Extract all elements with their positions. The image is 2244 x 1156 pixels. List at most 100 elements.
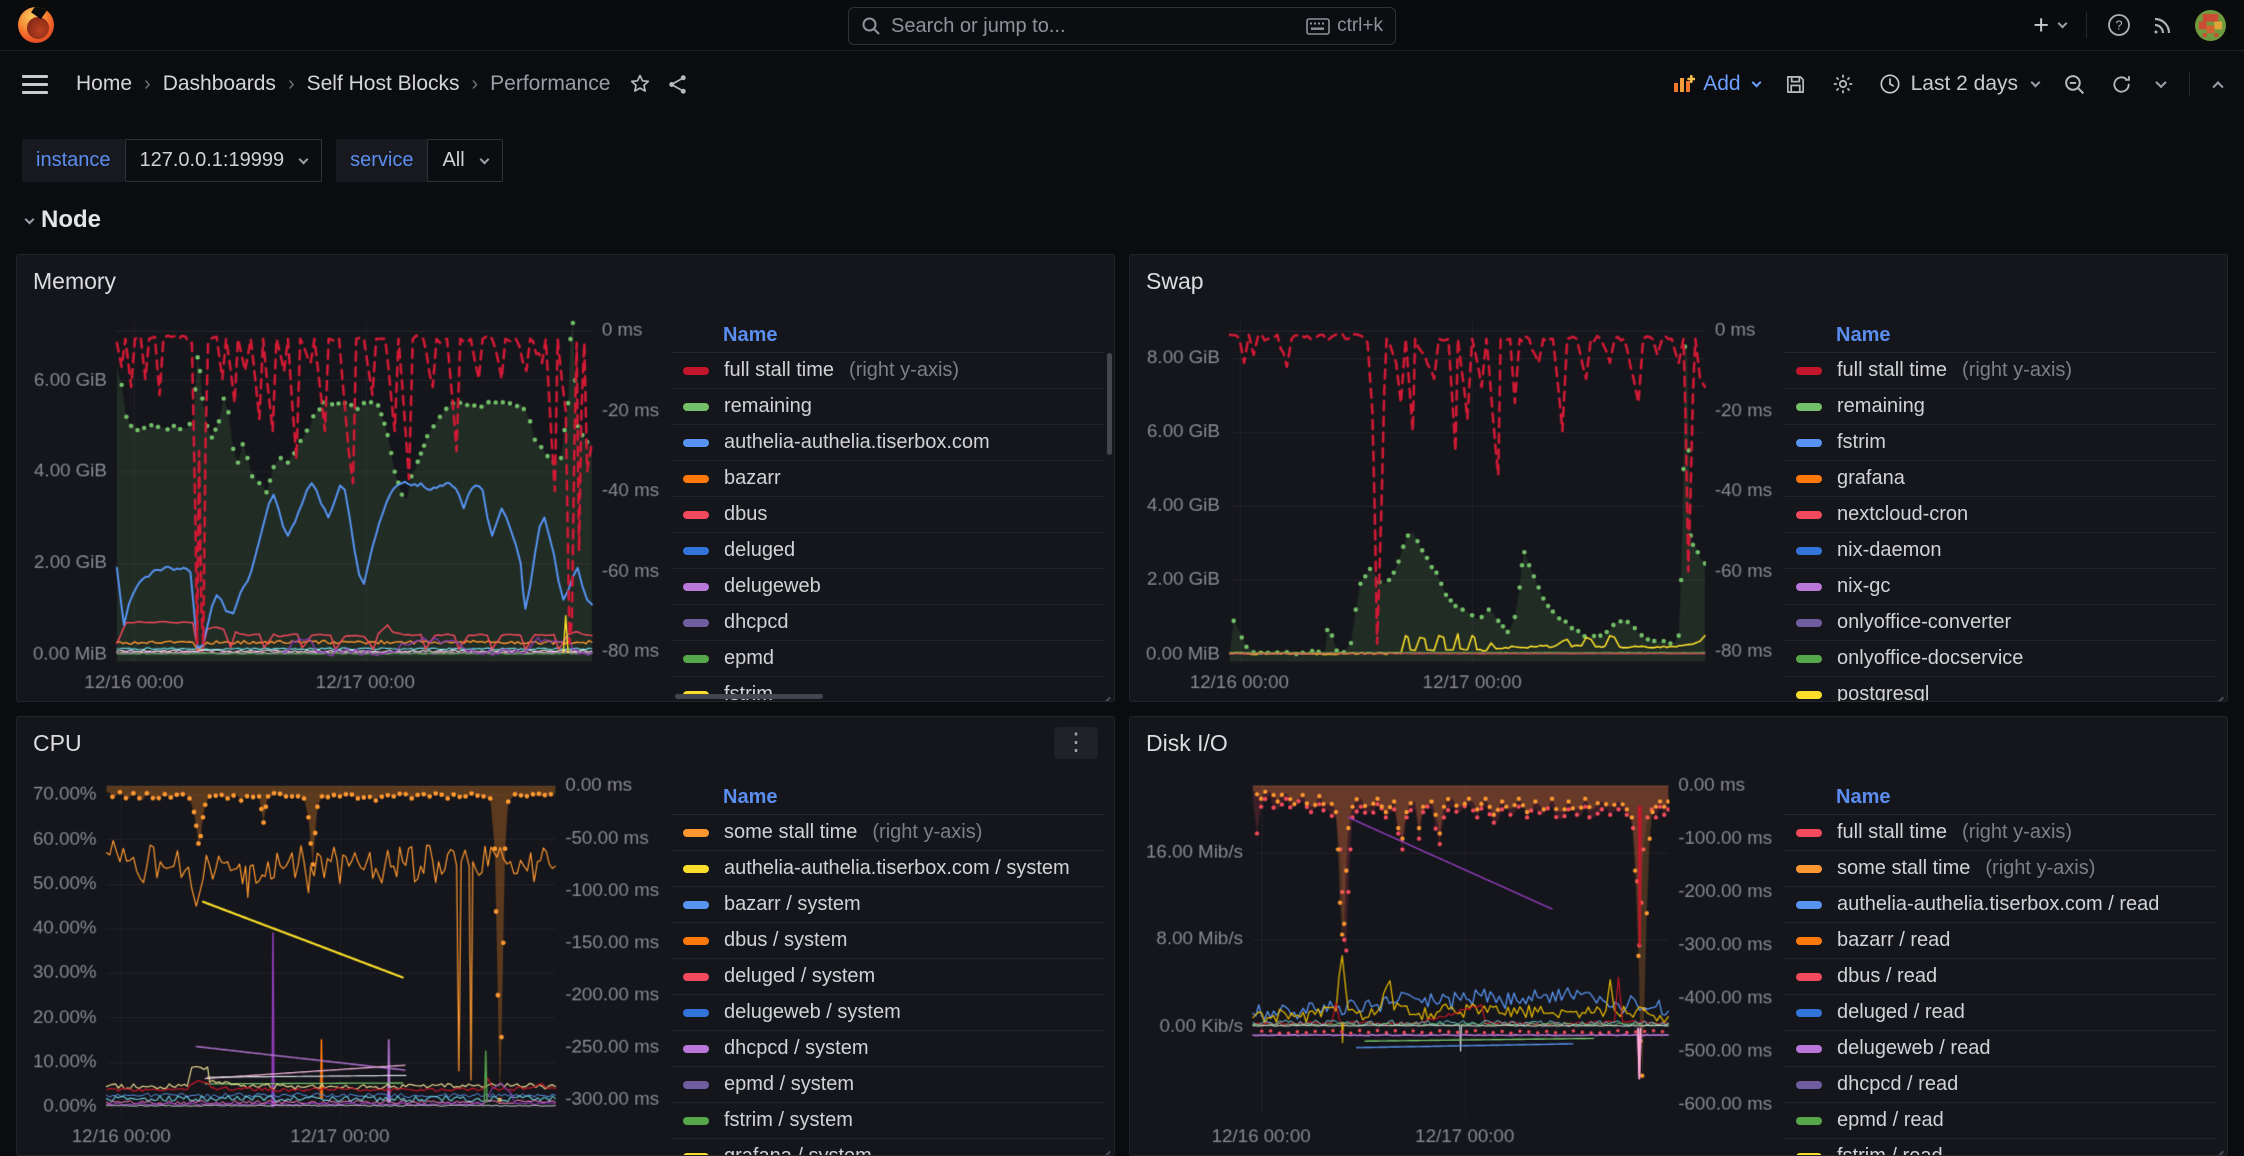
- cpu-chart[interactable]: [17, 769, 667, 1155]
- legend-item[interactable]: full stall time (right y-axis): [671, 353, 1104, 389]
- breadcrumb-current: Performance: [490, 72, 610, 96]
- panel-menu-button[interactable]: ⋮: [1054, 727, 1098, 759]
- legend-item[interactable]: deluged: [671, 533, 1104, 569]
- legend-item[interactable]: fstrim / read: [1784, 1139, 2217, 1155]
- series-swatch: [683, 1117, 709, 1125]
- legend-item[interactable]: nextcloud-cron: [1784, 497, 2217, 533]
- variable-service-picker[interactable]: All: [427, 139, 502, 182]
- legend-scrollbar-vertical[interactable]: [1107, 353, 1112, 455]
- legend-item[interactable]: deluged / system: [671, 959, 1104, 995]
- legend-item[interactable]: dbus: [671, 497, 1104, 533]
- help-button[interactable]: ?: [2107, 13, 2131, 37]
- clock-icon: [1879, 73, 1901, 95]
- avatar[interactable]: [2195, 10, 2226, 41]
- search-placeholder: Search or jump to...: [891, 15, 1066, 38]
- panel-resize-handle[interactable]: [2212, 686, 2224, 698]
- legend-item[interactable]: postgresql: [1784, 677, 2217, 701]
- legend-item[interactable]: authelia-authelia.tiserbox.com: [671, 425, 1104, 461]
- zoom-out-button[interactable]: [2063, 73, 2086, 96]
- row-title: Node: [41, 206, 101, 234]
- legend-item[interactable]: authelia-authelia.tiserbox.com / system: [671, 851, 1104, 887]
- divider: [2086, 12, 2087, 38]
- breadcrumb-separator: ›: [288, 73, 295, 96]
- favorite-button[interactable]: [628, 72, 652, 96]
- legend-item[interactable]: some stall time (right y-axis): [671, 815, 1104, 851]
- legend-item[interactable]: nix-daemon: [1784, 533, 2217, 569]
- breadcrumb-folder[interactable]: Self Host Blocks: [307, 72, 460, 96]
- search-input[interactable]: Search or jump to... ctrl+k: [848, 7, 1396, 45]
- legend-item[interactable]: bazarr / read: [1784, 923, 2217, 959]
- add-button[interactable]: Add: [1673, 72, 1759, 96]
- refresh-interval-dropdown[interactable]: [2157, 80, 2165, 88]
- top-nav: Search or jump to... ctrl+k + ?: [0, 0, 2244, 51]
- collapse-toolbar-button[interactable]: [2214, 80, 2222, 88]
- memory-chart[interactable]: [17, 307, 667, 701]
- legend-item[interactable]: dbus / read: [1784, 959, 2217, 995]
- panel-resize-handle[interactable]: [1099, 686, 1111, 698]
- chevron-down-icon: [2155, 77, 2166, 88]
- breadcrumb-home[interactable]: Home: [76, 72, 132, 96]
- series-swatch: [1796, 367, 1822, 375]
- row-node-toggle[interactable]: Node: [0, 182, 2244, 238]
- dashboard-settings-button[interactable]: [1831, 72, 1855, 96]
- legend-item[interactable]: dbus / system: [671, 923, 1104, 959]
- series-swatch: [1796, 547, 1822, 555]
- legend-item[interactable]: dhcpcd: [671, 605, 1104, 641]
- series-name: full stall time: [724, 359, 834, 382]
- series-axis-note: (right y-axis): [1962, 821, 2072, 844]
- panel-title-cpu[interactable]: CPU: [33, 730, 82, 757]
- legend-item[interactable]: nix-gc: [1784, 569, 2217, 605]
- panel-resize-handle[interactable]: [1099, 1140, 1111, 1152]
- legend-item[interactable]: some stall time (right y-axis): [1784, 851, 2217, 887]
- series-swatch: [683, 547, 709, 555]
- legend-item[interactable]: dhcpcd / read: [1784, 1067, 2217, 1103]
- series-swatch: [683, 901, 709, 909]
- new-button[interactable]: +: [2033, 14, 2066, 36]
- disk-io-chart[interactable]: [1130, 769, 1780, 1155]
- legend-item[interactable]: bazarr / system: [671, 887, 1104, 923]
- legend-item[interactable]: epmd / read: [1784, 1103, 2217, 1139]
- panel-title-swap[interactable]: Swap: [1146, 268, 1204, 295]
- news-button[interactable]: [2151, 13, 2175, 37]
- legend-item[interactable]: remaining: [1784, 389, 2217, 425]
- legend-item[interactable]: epmd: [671, 641, 1104, 677]
- legend-item[interactable]: bazarr: [671, 461, 1104, 497]
- breadcrumb-dashboards[interactable]: Dashboards: [163, 72, 276, 96]
- mega-menu-toggle[interactable]: [22, 75, 48, 94]
- zoom-out-icon: [2063, 73, 2086, 96]
- panel-memory: Memory Namefull stall time (right y-axis…: [16, 254, 1115, 702]
- legend-item[interactable]: fstrim / system: [671, 1103, 1104, 1139]
- legend-item[interactable]: grafana: [1784, 461, 2217, 497]
- legend-item[interactable]: onlyoffice-converter: [1784, 605, 2217, 641]
- time-range-picker[interactable]: Last 2 days: [1879, 72, 2039, 96]
- legend-scrollbar-horizontal[interactable]: [675, 694, 823, 699]
- legend-item[interactable]: delugeweb / read: [1784, 1031, 2217, 1067]
- series-name: postgresql: [1837, 683, 1929, 701]
- legend-item[interactable]: grafana / system: [671, 1139, 1104, 1155]
- variable-instance-picker[interactable]: 127.0.0.1:19999: [125, 139, 323, 182]
- legend-item[interactable]: fstrim: [1784, 425, 2217, 461]
- panel-title-disk[interactable]: Disk I/O: [1146, 730, 1228, 757]
- legend-item[interactable]: dhcpcd / system: [671, 1031, 1104, 1067]
- legend-item[interactable]: authelia-authelia.tiserbox.com / read: [1784, 887, 2217, 923]
- legend-item[interactable]: delugeweb / system: [671, 995, 1104, 1031]
- legend-item[interactable]: remaining: [671, 389, 1104, 425]
- legend-item[interactable]: onlyoffice-docservice: [1784, 641, 2217, 677]
- share-button[interactable]: [666, 73, 689, 96]
- legend-item[interactable]: full stall time (right y-axis): [1784, 815, 2217, 851]
- legend-item[interactable]: full stall time (right y-axis): [1784, 353, 2217, 389]
- cpu-legend: Namesome stall time (right y-axis)authel…: [667, 769, 1114, 1155]
- series-name: dbus / system: [724, 929, 847, 952]
- save-dashboard-button[interactable]: [1784, 73, 1807, 96]
- swap-chart[interactable]: [1130, 307, 1780, 701]
- series-name: fstrim / read: [1837, 1145, 1943, 1155]
- star-icon: [628, 72, 652, 96]
- series-swatch: [683, 865, 709, 873]
- grafana-logo[interactable]: [18, 7, 54, 43]
- panel-title-memory[interactable]: Memory: [33, 268, 116, 295]
- legend-item[interactable]: epmd / system: [671, 1067, 1104, 1103]
- legend-item[interactable]: deluged / read: [1784, 995, 2217, 1031]
- refresh-button[interactable]: [2110, 73, 2133, 96]
- panel-resize-handle[interactable]: [2212, 1140, 2224, 1152]
- legend-item[interactable]: delugeweb: [671, 569, 1104, 605]
